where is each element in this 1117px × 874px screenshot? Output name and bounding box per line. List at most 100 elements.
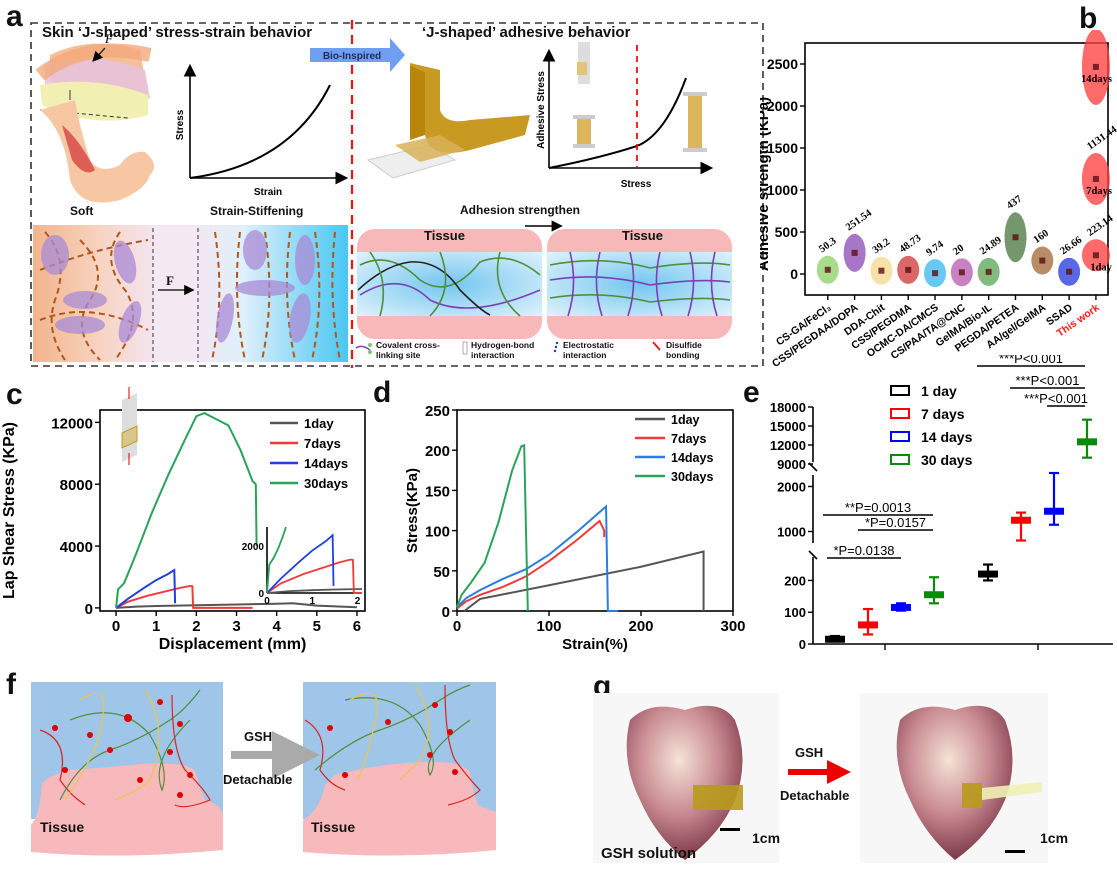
series-line-30days bbox=[456, 444, 529, 612]
cell-shapes bbox=[41, 230, 315, 343]
skin-plot-xlabel: Strain bbox=[254, 187, 282, 198]
panel-f-letter: f bbox=[6, 668, 16, 701]
legend-swatch bbox=[890, 408, 910, 419]
y-tick-label: 100 bbox=[425, 524, 450, 541]
legend-swatch bbox=[890, 454, 910, 465]
y-tick-label: 1500 bbox=[767, 140, 798, 156]
series-line-14days bbox=[115, 568, 177, 609]
significance-label: *P=0.0138 bbox=[833, 543, 894, 558]
axis-break-mark bbox=[808, 550, 818, 560]
data-label: 26.66 bbox=[1059, 235, 1085, 258]
y-tick-label: 8000 bbox=[60, 477, 93, 494]
adhesive-behavior-title: ‘J-shaped’ adhesive behavior bbox=[422, 24, 631, 41]
skin-plot-ylabel: Stress bbox=[175, 109, 186, 140]
scale-label-before: 1cm bbox=[752, 830, 781, 846]
legend-disulfide: Disulfide bonding bbox=[666, 340, 702, 360]
y-tick-label: 250 bbox=[425, 403, 450, 420]
legend-swatch bbox=[890, 431, 910, 442]
bio-inspired-arrow bbox=[310, 38, 405, 72]
inset-series-line-7days bbox=[266, 558, 362, 594]
data-label: 437 bbox=[1005, 194, 1024, 212]
significance-label: **P=0.0013 bbox=[845, 500, 911, 515]
data-point bbox=[878, 267, 885, 274]
disulfide-icon bbox=[652, 341, 661, 351]
skin-behavior-title: Skin ‘J-shaped’ stress-strain behavior bbox=[42, 24, 313, 41]
y-tick-label: 1000 bbox=[767, 182, 798, 198]
legend-label: 7 days bbox=[921, 406, 965, 422]
mean-box bbox=[924, 591, 944, 599]
legend-label-30days: 30days bbox=[304, 476, 348, 491]
scale-bar-before bbox=[720, 828, 740, 831]
specimen-adhesive bbox=[121, 425, 138, 449]
x-tick-label: 0 bbox=[453, 618, 461, 635]
x-tick-label: 5 bbox=[313, 618, 321, 635]
panel-f-schematic bbox=[31, 682, 496, 856]
heart-after bbox=[896, 705, 1013, 860]
legend-crosslink: Covalent cross-linking site bbox=[376, 340, 440, 360]
inset-series-line-1day bbox=[266, 588, 363, 594]
panel-d-letter: d bbox=[373, 376, 392, 409]
data-point bbox=[958, 269, 965, 276]
data-label: 1131.44 bbox=[1085, 124, 1117, 153]
mean-box bbox=[978, 570, 998, 578]
inset-x-tick-label: 1 bbox=[309, 596, 315, 607]
adhesive-j-curve bbox=[548, 77, 687, 169]
y-tick-label: 0 bbox=[442, 604, 450, 621]
y-axis-label: Lap Shear Stress (KPa) bbox=[1, 422, 18, 599]
x-tick-label: Mechanical stress bbox=[825, 652, 946, 655]
data-point bbox=[851, 249, 858, 256]
legend-label-1day: 1day bbox=[671, 413, 700, 427]
series-line-14days bbox=[456, 504, 618, 612]
x-tick-label: 3 bbox=[232, 618, 240, 635]
tissue-label-left: Tissue bbox=[424, 228, 465, 243]
legend-label-7days: 7days bbox=[304, 436, 341, 451]
y-tick-label: 200 bbox=[784, 573, 806, 588]
x-tick-label: 2 bbox=[192, 618, 200, 635]
inset-x-tick-label: 2 bbox=[355, 596, 361, 607]
data-point bbox=[1012, 234, 1019, 241]
scale-label-after: 1cm bbox=[1040, 830, 1069, 846]
data-point bbox=[985, 268, 992, 275]
y-tick-label: 2500 bbox=[767, 56, 798, 72]
y-tick-label: 0 bbox=[799, 637, 806, 652]
data-label: 160 bbox=[1032, 228, 1051, 246]
tissue-gel-strong bbox=[547, 229, 732, 339]
x-tick-label: 4 bbox=[272, 618, 281, 635]
electrostatic-icon bbox=[553, 341, 559, 353]
legend-label: 1 day bbox=[921, 383, 957, 399]
significance-label: *P=0.0157 bbox=[865, 515, 926, 530]
chart-d-stress-strain: 0 100 200 300 0 50 100 150 200 250 Strain(%) Stress… bbox=[404, 403, 745, 653]
y-tick-label: 12000 bbox=[770, 438, 806, 453]
data-label: 9.74 bbox=[924, 239, 946, 259]
y-tick-label: 0 bbox=[85, 601, 93, 618]
mean-box bbox=[1077, 438, 1097, 446]
y-tick-label: 1000 bbox=[777, 525, 806, 540]
panel-a-frame bbox=[30, 22, 764, 367]
soft-label: Soft bbox=[70, 204, 94, 218]
f-gsh-label: GSH bbox=[244, 729, 273, 744]
mean-box bbox=[858, 621, 878, 629]
y-axis-label: Adhesive strength (KPa) bbox=[760, 97, 772, 271]
y-tick-label: 4000 bbox=[60, 539, 93, 556]
panel-a-letter: a bbox=[6, 0, 23, 33]
mean-box bbox=[825, 635, 845, 643]
data-point bbox=[1092, 252, 1099, 259]
crosslink-icon bbox=[355, 343, 372, 354]
chart-e-stress-comparison: 0 100 200 1000 2000 9000 12000 15000 18000 Mechan… bbox=[770, 355, 1113, 655]
plot-frame bbox=[456, 409, 734, 612]
panel-a-schematic: F Strain Stress Bio-Inspired Stress Adhe… bbox=[30, 20, 764, 368]
adhesive-plot-ylabel: Adhesive Stress bbox=[536, 71, 547, 149]
skin-layers-illustration bbox=[35, 43, 154, 203]
adhesive-tape-illustration bbox=[366, 63, 530, 179]
skin-j-curve-plot bbox=[183, 63, 349, 185]
detached-patch bbox=[982, 782, 1042, 800]
significance-label: ***P<0.001 bbox=[1024, 391, 1088, 406]
tissue-label-right: Tissue bbox=[622, 228, 663, 243]
scale-bar-after bbox=[1005, 850, 1025, 853]
significance-label: ***P<0.001 bbox=[1016, 373, 1080, 388]
panel-b-letter: b bbox=[1079, 2, 1098, 35]
data-label: 39.2 bbox=[871, 237, 892, 257]
y-tick-label: 50 bbox=[433, 564, 450, 581]
legend-label-14days: 14days bbox=[304, 456, 348, 471]
data-point bbox=[1066, 268, 1073, 275]
